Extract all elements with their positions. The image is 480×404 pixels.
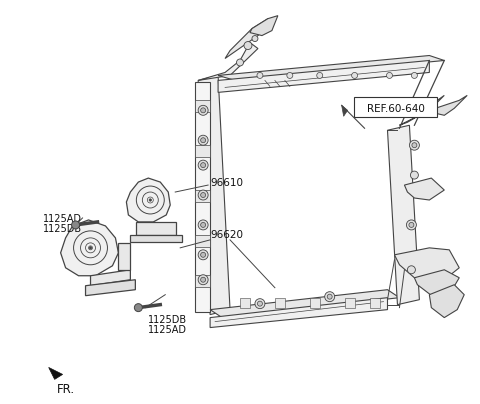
Polygon shape bbox=[342, 105, 348, 116]
Circle shape bbox=[198, 250, 208, 260]
Circle shape bbox=[386, 72, 393, 78]
Polygon shape bbox=[387, 125, 420, 305]
Circle shape bbox=[287, 72, 293, 78]
Circle shape bbox=[317, 72, 323, 78]
Polygon shape bbox=[240, 298, 250, 307]
Polygon shape bbox=[210, 290, 399, 318]
Circle shape bbox=[201, 163, 205, 168]
Polygon shape bbox=[429, 95, 467, 115]
Circle shape bbox=[257, 72, 263, 78]
Text: 1125DB: 1125DB bbox=[43, 224, 82, 234]
Polygon shape bbox=[195, 100, 210, 112]
Circle shape bbox=[72, 221, 80, 229]
Circle shape bbox=[409, 140, 420, 150]
Text: REF.60-640: REF.60-640 bbox=[367, 104, 424, 114]
Circle shape bbox=[149, 199, 152, 201]
Polygon shape bbox=[91, 270, 131, 286]
Polygon shape bbox=[345, 298, 355, 307]
Text: 1125DB: 1125DB bbox=[148, 315, 188, 324]
FancyBboxPatch shape bbox=[354, 97, 437, 117]
Polygon shape bbox=[195, 235, 210, 247]
Circle shape bbox=[198, 160, 208, 170]
Polygon shape bbox=[225, 19, 272, 59]
Polygon shape bbox=[370, 298, 380, 307]
Circle shape bbox=[198, 275, 208, 285]
Polygon shape bbox=[195, 82, 210, 311]
Polygon shape bbox=[275, 298, 285, 307]
Circle shape bbox=[198, 220, 208, 230]
Circle shape bbox=[407, 220, 416, 230]
Text: 96620: 96620 bbox=[210, 230, 243, 240]
Polygon shape bbox=[131, 235, 182, 242]
Circle shape bbox=[134, 304, 143, 311]
Polygon shape bbox=[405, 178, 444, 200]
Circle shape bbox=[89, 247, 92, 249]
Circle shape bbox=[252, 36, 258, 42]
Circle shape bbox=[237, 59, 243, 66]
Circle shape bbox=[198, 135, 208, 145]
Polygon shape bbox=[195, 190, 210, 202]
Circle shape bbox=[411, 72, 418, 78]
Circle shape bbox=[412, 143, 417, 148]
Circle shape bbox=[408, 266, 415, 274]
Circle shape bbox=[201, 277, 205, 282]
Polygon shape bbox=[210, 298, 387, 328]
Circle shape bbox=[201, 108, 205, 113]
Circle shape bbox=[201, 138, 205, 143]
Circle shape bbox=[255, 299, 265, 309]
Polygon shape bbox=[414, 270, 459, 298]
Polygon shape bbox=[126, 178, 170, 222]
Polygon shape bbox=[399, 95, 444, 125]
Circle shape bbox=[324, 292, 335, 302]
Polygon shape bbox=[195, 275, 210, 287]
Polygon shape bbox=[218, 55, 444, 80]
Polygon shape bbox=[136, 222, 176, 235]
Circle shape bbox=[244, 42, 252, 50]
Text: 96610: 96610 bbox=[210, 178, 243, 188]
Polygon shape bbox=[85, 280, 135, 296]
Circle shape bbox=[410, 171, 419, 179]
Polygon shape bbox=[48, 367, 62, 379]
Circle shape bbox=[198, 105, 208, 115]
Polygon shape bbox=[195, 145, 210, 157]
Circle shape bbox=[201, 252, 205, 257]
Polygon shape bbox=[250, 16, 278, 36]
Circle shape bbox=[409, 223, 414, 227]
Text: FR.: FR. bbox=[57, 383, 75, 396]
Text: 1125AD: 1125AD bbox=[148, 324, 187, 335]
Polygon shape bbox=[395, 248, 459, 280]
Circle shape bbox=[352, 72, 358, 78]
Circle shape bbox=[201, 193, 205, 198]
Text: 1125AD: 1125AD bbox=[43, 214, 82, 224]
Circle shape bbox=[257, 301, 263, 306]
Polygon shape bbox=[429, 285, 464, 318]
Polygon shape bbox=[198, 42, 258, 80]
Circle shape bbox=[198, 190, 208, 200]
Polygon shape bbox=[119, 243, 131, 270]
Circle shape bbox=[201, 223, 205, 227]
Polygon shape bbox=[310, 298, 320, 307]
Polygon shape bbox=[198, 76, 230, 315]
Polygon shape bbox=[60, 220, 119, 276]
Polygon shape bbox=[218, 61, 429, 93]
Circle shape bbox=[327, 294, 332, 299]
